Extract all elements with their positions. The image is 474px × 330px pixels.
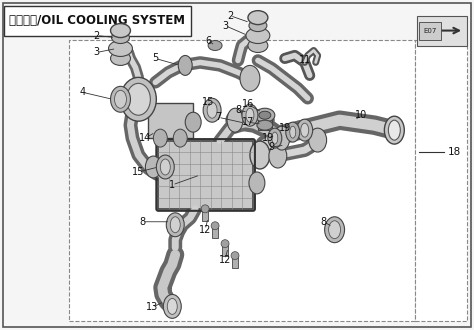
Ellipse shape xyxy=(146,156,161,178)
Text: 13: 13 xyxy=(146,302,158,313)
Text: 10: 10 xyxy=(356,110,368,120)
Ellipse shape xyxy=(242,104,258,126)
Ellipse shape xyxy=(227,108,243,132)
Text: 12: 12 xyxy=(219,255,231,265)
Ellipse shape xyxy=(290,126,296,138)
Ellipse shape xyxy=(178,55,192,75)
Ellipse shape xyxy=(109,41,132,56)
Ellipse shape xyxy=(185,112,201,132)
Text: 16: 16 xyxy=(242,99,254,109)
Bar xyxy=(417,16,467,46)
Text: 3: 3 xyxy=(93,48,100,57)
Ellipse shape xyxy=(207,102,217,118)
Ellipse shape xyxy=(249,172,265,194)
Text: 19: 19 xyxy=(279,123,291,133)
Bar xyxy=(69,40,415,321)
Ellipse shape xyxy=(274,126,290,150)
Text: 8: 8 xyxy=(235,105,241,115)
Ellipse shape xyxy=(286,122,300,142)
Bar xyxy=(232,256,238,268)
Bar xyxy=(258,120,272,130)
Text: E07: E07 xyxy=(423,28,437,34)
Ellipse shape xyxy=(156,155,174,179)
Bar xyxy=(202,209,208,221)
Text: 19: 19 xyxy=(262,133,274,143)
Ellipse shape xyxy=(259,111,271,119)
Ellipse shape xyxy=(248,11,268,25)
Text: 9: 9 xyxy=(269,142,275,152)
Bar xyxy=(419,21,441,40)
Ellipse shape xyxy=(328,221,340,239)
Ellipse shape xyxy=(257,120,273,130)
Ellipse shape xyxy=(250,141,270,169)
Ellipse shape xyxy=(249,19,267,32)
Ellipse shape xyxy=(325,217,345,243)
Ellipse shape xyxy=(246,28,270,44)
Text: 8: 8 xyxy=(320,217,327,227)
Text: 2: 2 xyxy=(227,11,233,21)
Bar xyxy=(148,103,193,138)
Bar xyxy=(415,40,467,321)
Text: 4: 4 xyxy=(80,87,86,97)
Text: 1: 1 xyxy=(169,180,175,190)
Ellipse shape xyxy=(154,129,167,147)
Ellipse shape xyxy=(231,252,239,260)
Ellipse shape xyxy=(384,116,404,144)
Ellipse shape xyxy=(203,98,221,122)
Ellipse shape xyxy=(166,213,184,237)
Text: 3: 3 xyxy=(222,20,228,31)
Text: 18: 18 xyxy=(447,147,461,157)
Text: 8: 8 xyxy=(139,217,146,227)
Text: 油冷器组/OIL COOLING SYSTEM: 油冷器组/OIL COOLING SYSTEM xyxy=(9,14,185,27)
Ellipse shape xyxy=(268,128,282,148)
Text: 14: 14 xyxy=(139,133,152,143)
Text: 17: 17 xyxy=(242,117,254,127)
Ellipse shape xyxy=(110,24,130,38)
Ellipse shape xyxy=(201,205,209,213)
Ellipse shape xyxy=(297,119,313,141)
Text: 6: 6 xyxy=(205,36,211,46)
Text: 12: 12 xyxy=(199,225,211,235)
Ellipse shape xyxy=(211,222,219,230)
Text: 2: 2 xyxy=(93,31,100,41)
Bar xyxy=(158,141,253,209)
Text: 11: 11 xyxy=(299,55,311,65)
Ellipse shape xyxy=(167,298,177,314)
Text: 15: 15 xyxy=(202,97,214,107)
Ellipse shape xyxy=(173,129,187,147)
Ellipse shape xyxy=(164,294,181,318)
Ellipse shape xyxy=(120,77,156,121)
Ellipse shape xyxy=(272,132,278,144)
Ellipse shape xyxy=(301,123,309,137)
Ellipse shape xyxy=(110,51,130,65)
Ellipse shape xyxy=(255,108,275,122)
Text: 7: 7 xyxy=(215,112,221,122)
Ellipse shape xyxy=(111,32,129,44)
Ellipse shape xyxy=(208,41,222,50)
Ellipse shape xyxy=(246,108,254,122)
Ellipse shape xyxy=(309,128,327,152)
Text: 15: 15 xyxy=(132,167,145,177)
Ellipse shape xyxy=(170,217,180,233)
Bar xyxy=(212,226,218,238)
Ellipse shape xyxy=(248,39,268,52)
Ellipse shape xyxy=(115,90,127,108)
Ellipse shape xyxy=(269,144,287,168)
Ellipse shape xyxy=(240,65,260,91)
Ellipse shape xyxy=(221,240,229,248)
Ellipse shape xyxy=(160,159,170,175)
Ellipse shape xyxy=(127,83,150,115)
Text: 5: 5 xyxy=(152,53,158,63)
Ellipse shape xyxy=(388,120,401,140)
Bar xyxy=(222,244,228,256)
Bar xyxy=(4,6,191,36)
Ellipse shape xyxy=(110,86,130,112)
